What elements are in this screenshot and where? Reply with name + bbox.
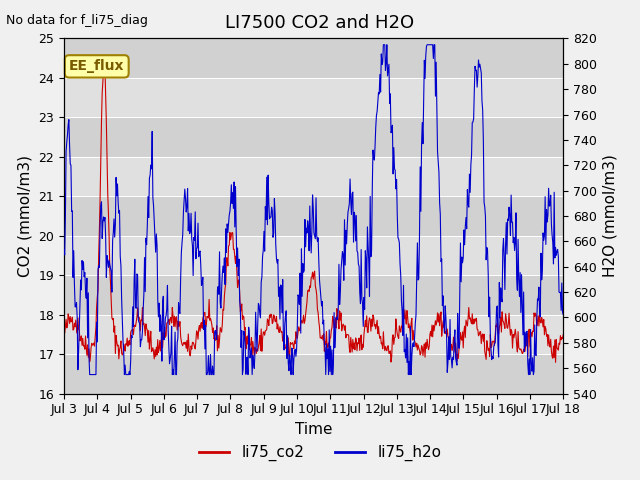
Text: EE_flux: EE_flux [69,60,125,73]
X-axis label: Time: Time [295,422,332,437]
Bar [64,196,563,236]
Bar [64,275,563,315]
Bar [64,38,563,78]
Text: LI7500 CO2 and H2O: LI7500 CO2 and H2O [225,14,415,33]
Y-axis label: H2O (mmol/m3): H2O (mmol/m3) [602,155,618,277]
Bar [64,354,563,394]
Legend: li75_co2, li75_h2o: li75_co2, li75_h2o [193,439,447,468]
Bar [64,117,563,157]
Y-axis label: CO2 (mmol/m3): CO2 (mmol/m3) [18,155,33,277]
Text: No data for f_li75_diag: No data for f_li75_diag [6,14,148,27]
